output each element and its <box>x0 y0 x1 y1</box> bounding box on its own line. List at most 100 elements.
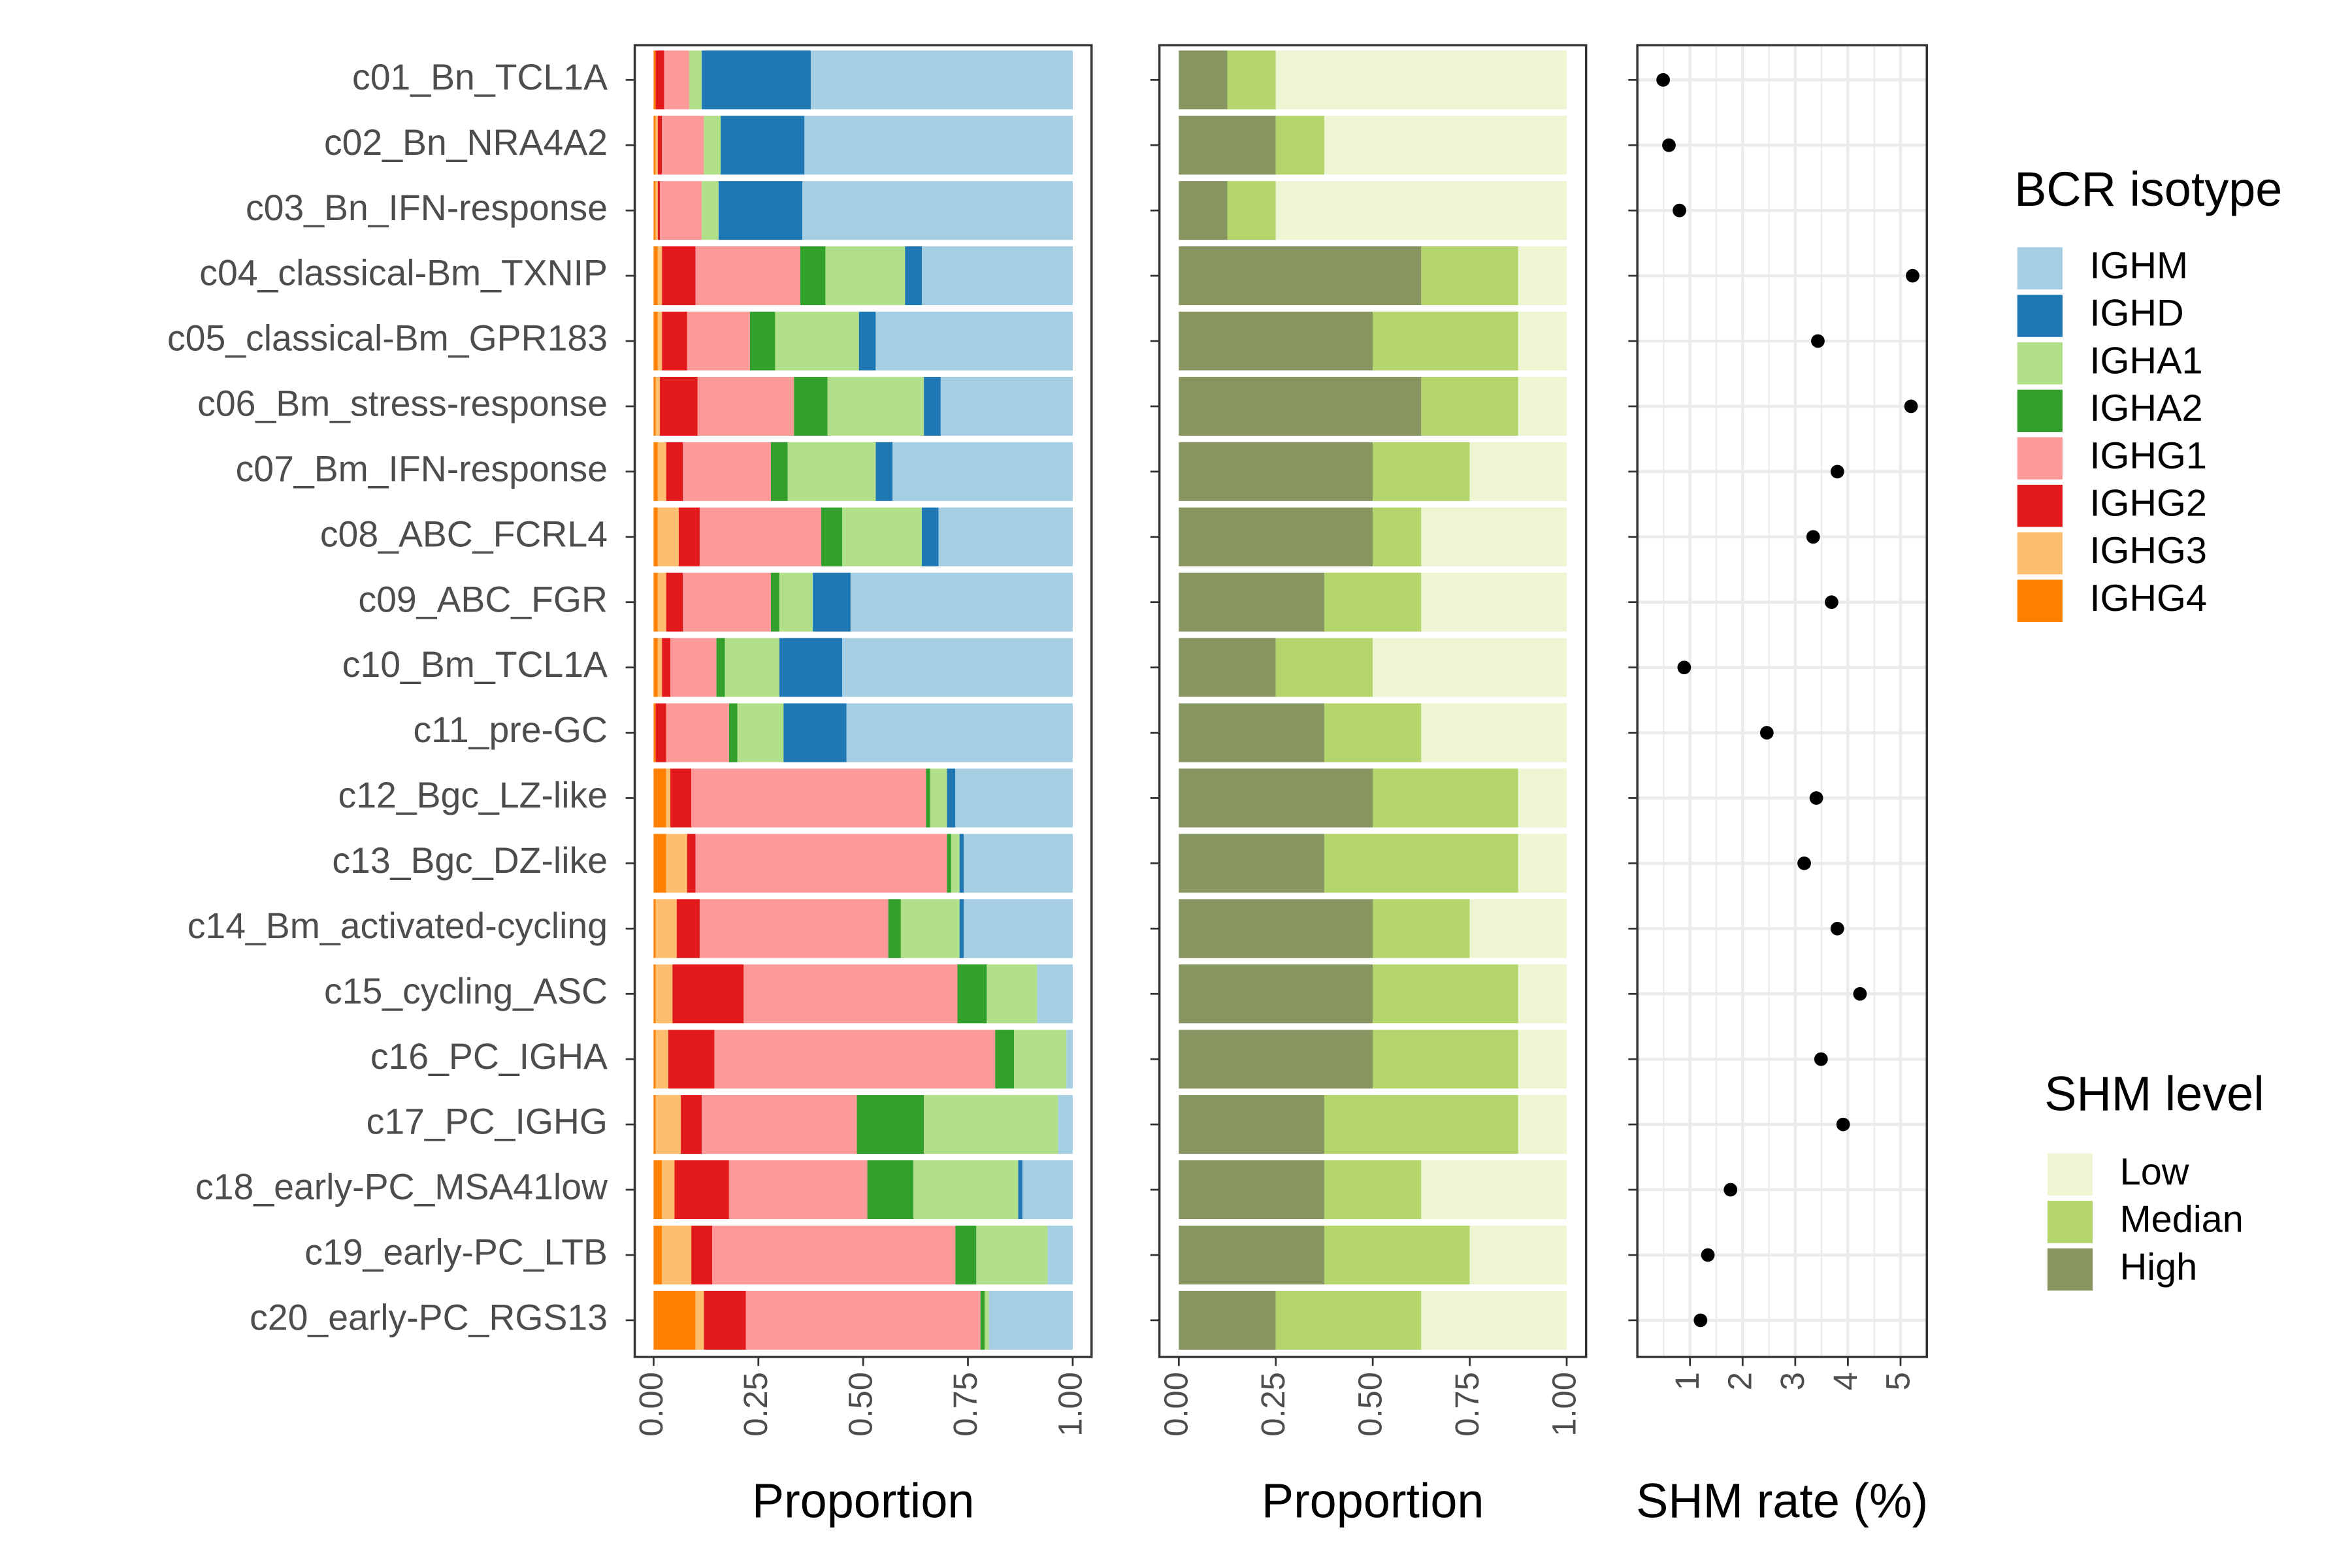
legend-key <box>2017 484 2063 527</box>
bar-segment <box>1421 246 1518 306</box>
y-tick-label: c01_Bn_TCL1A <box>352 57 608 97</box>
bar-segment <box>653 834 666 893</box>
bar-segment <box>662 1160 675 1219</box>
x-axis-title: Proportion <box>1262 1474 1484 1528</box>
bar-segment <box>653 376 656 436</box>
bar-segment <box>930 768 947 828</box>
bar-segment <box>670 768 692 828</box>
bar-segment <box>653 507 658 566</box>
bar-segment <box>858 312 876 370</box>
bar-segment <box>1179 964 1373 1024</box>
x-tick-label: 5 <box>1879 1372 1916 1390</box>
y-tick-label: c12_Bgc_LZ-like <box>338 775 608 815</box>
bar-segment <box>1373 964 1518 1024</box>
bar-segment <box>655 116 658 175</box>
bar-segment <box>695 1290 704 1350</box>
bar-segment <box>1518 376 1567 436</box>
bar-segment <box>1518 1030 1567 1089</box>
bar-segment <box>662 246 696 306</box>
bar-segment <box>653 442 658 501</box>
bar-segment <box>664 50 689 110</box>
bar-segment <box>1058 1095 1073 1154</box>
bar-segment <box>1179 50 1228 110</box>
x-tick-label: 0.50 <box>842 1372 879 1437</box>
x-tick-label: 0.75 <box>947 1372 984 1437</box>
bar-segment <box>657 507 679 566</box>
bar-segment <box>655 964 673 1024</box>
bar-segment <box>702 1095 857 1154</box>
bar-segment <box>779 638 843 697</box>
dot <box>1825 595 1838 610</box>
bar-segment <box>655 50 664 110</box>
bar-segment <box>1324 834 1518 893</box>
bar-segment <box>1179 768 1373 828</box>
bar-segment <box>794 376 828 436</box>
x-tick-label: 0.00 <box>1158 1372 1195 1437</box>
bar-segment <box>666 442 683 501</box>
dot <box>1830 465 1844 479</box>
bar-segment <box>660 376 698 436</box>
bar-segment <box>1373 768 1518 828</box>
bar-segment <box>653 1290 696 1350</box>
bar-segment <box>959 834 964 893</box>
bar-segment <box>1421 1290 1567 1350</box>
bar-segment <box>662 312 687 370</box>
bar-segment <box>804 116 1073 175</box>
legend-label: IGHG2 <box>2089 482 2207 524</box>
bar-segment <box>1179 376 1422 436</box>
bar-segment <box>976 1225 1048 1284</box>
bar-segment <box>657 572 666 632</box>
bar-segment <box>691 768 926 828</box>
bar-segment <box>924 1095 1058 1154</box>
panel-background <box>634 45 1092 1357</box>
bar-segment <box>653 246 658 306</box>
bar-segment <box>681 1095 702 1154</box>
bar-segment <box>655 1030 668 1089</box>
bar-segment <box>947 768 956 828</box>
bar-segment <box>1518 834 1567 893</box>
bar-segment <box>1179 1290 1276 1350</box>
bar-segment <box>1179 181 1228 240</box>
bar-segment <box>695 834 947 893</box>
bar-segment <box>1518 964 1567 1024</box>
bar-segment <box>653 181 656 240</box>
bar-segment <box>947 834 951 893</box>
x-tick-label: 0.25 <box>737 1372 774 1437</box>
bar-segment <box>771 572 779 632</box>
bar-segment <box>666 572 683 632</box>
legend-title: SHM level <box>2044 1067 2264 1121</box>
bar-segment <box>1066 1030 1073 1089</box>
bar-segment <box>1275 638 1373 697</box>
bar-segment <box>668 1030 715 1089</box>
bar-segment <box>1324 703 1422 762</box>
bar-segment <box>921 507 939 566</box>
bar-segment <box>697 376 794 436</box>
bar-segment <box>670 638 717 697</box>
legend-label: High <box>2120 1246 2198 1288</box>
bar-segment <box>1421 572 1567 632</box>
bar-segment <box>905 246 922 306</box>
dot <box>1673 203 1686 218</box>
bar-segment <box>662 1225 692 1284</box>
y-tick-label: c09_ABC_FGR <box>358 579 608 619</box>
y-tick-label: c02_Bn_NRA4A2 <box>324 122 608 163</box>
bar-segment <box>955 768 1073 828</box>
bar-segment <box>676 899 700 958</box>
bar-segment <box>699 899 889 958</box>
y-tick-label: c07_Bm_IFN-response <box>236 448 608 489</box>
y-tick-label: c19_early-PC_LTB <box>304 1232 608 1273</box>
legend-label: IGHA1 <box>2089 340 2202 382</box>
bar-segment <box>1518 246 1567 306</box>
bar-segment <box>655 181 658 240</box>
bar-segment <box>867 1160 914 1219</box>
bar-segment <box>653 964 656 1024</box>
bar-segment <box>1518 768 1567 828</box>
x-axis-title: Proportion <box>752 1474 975 1528</box>
bar-segment <box>1469 442 1567 501</box>
bar-segment <box>674 1160 729 1219</box>
x-tick-label: 0.50 <box>1352 1372 1389 1437</box>
bar-segment <box>1518 312 1567 370</box>
bar-segment <box>725 638 779 697</box>
bar-segment <box>1022 1160 1073 1219</box>
bar-segment <box>704 1290 746 1350</box>
